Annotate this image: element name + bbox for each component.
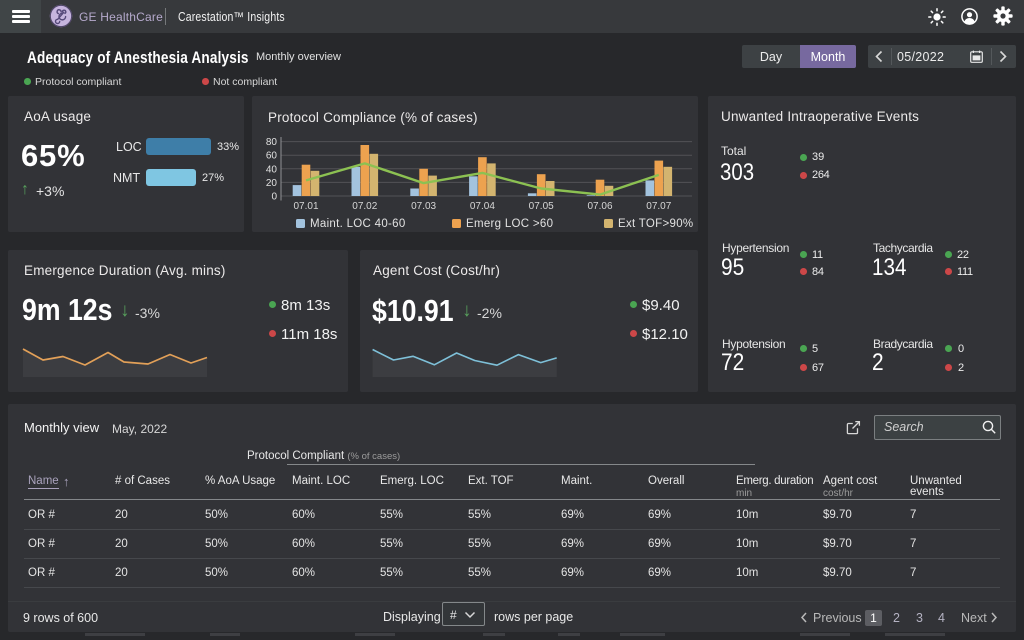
svg-text:80: 80: [266, 137, 278, 148]
svg-text:07.06: 07.06: [587, 201, 612, 212]
svg-text:07.01: 07.01: [293, 201, 318, 212]
svg-text:Maint. LOC 40-60: Maint. LOC 40-60: [310, 218, 406, 230]
svg-text:07.02: 07.02: [352, 201, 377, 212]
svg-text:07.05: 07.05: [529, 201, 554, 212]
svg-text:07.07: 07.07: [646, 201, 671, 212]
svg-text:07.04: 07.04: [470, 201, 495, 212]
svg-text:60: 60: [266, 151, 278, 162]
svg-text:07.03: 07.03: [411, 201, 436, 212]
svg-text:0: 0: [271, 192, 277, 203]
svg-text:20: 20: [266, 178, 278, 189]
svg-text:Emerg LOC >60: Emerg LOC >60: [466, 218, 553, 230]
svg-text:Ext TOF>90%: Ext TOF>90%: [618, 218, 693, 230]
svg-text:40: 40: [266, 164, 278, 175]
